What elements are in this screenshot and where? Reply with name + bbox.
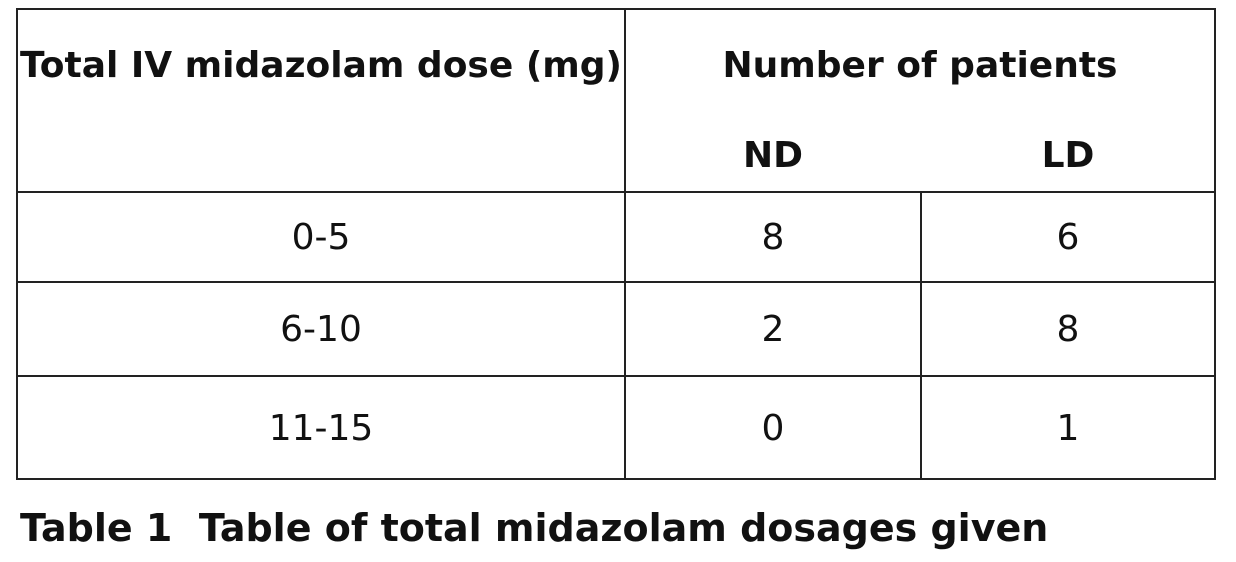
- table-cell: 8: [1056, 308, 1080, 350]
- caption-text: Table of total midazolam dosages given: [198, 506, 1049, 550]
- table-cell: 0: [761, 408, 785, 449]
- rule: [18, 191, 1214, 193]
- table-cell: 11-15: [268, 408, 374, 449]
- caption-label: Table 1: [20, 506, 173, 550]
- header-cell: ND: [742, 134, 803, 176]
- table-cell: 1: [1056, 408, 1080, 449]
- table-cell: 6-10: [280, 308, 362, 350]
- rule: [624, 10, 626, 480]
- header-cell: LD: [1041, 134, 1095, 176]
- rule: [18, 281, 1214, 283]
- table-cell: 8: [761, 216, 785, 258]
- rule: [920, 192, 922, 480]
- table-cell: 2: [761, 308, 785, 350]
- header-cell: Total IV midazolam dose (mg): [19, 44, 622, 86]
- table-cell: 6: [1056, 216, 1080, 258]
- caption: Table 1 Table of total midazolam dosages…: [20, 506, 1048, 550]
- table-cell: 0-5: [291, 216, 351, 258]
- header-cell: Number of patients: [722, 44, 1118, 86]
- table: Total IV midazolam dose (mg) Number of p…: [16, 8, 1216, 480]
- rule: [18, 375, 1214, 377]
